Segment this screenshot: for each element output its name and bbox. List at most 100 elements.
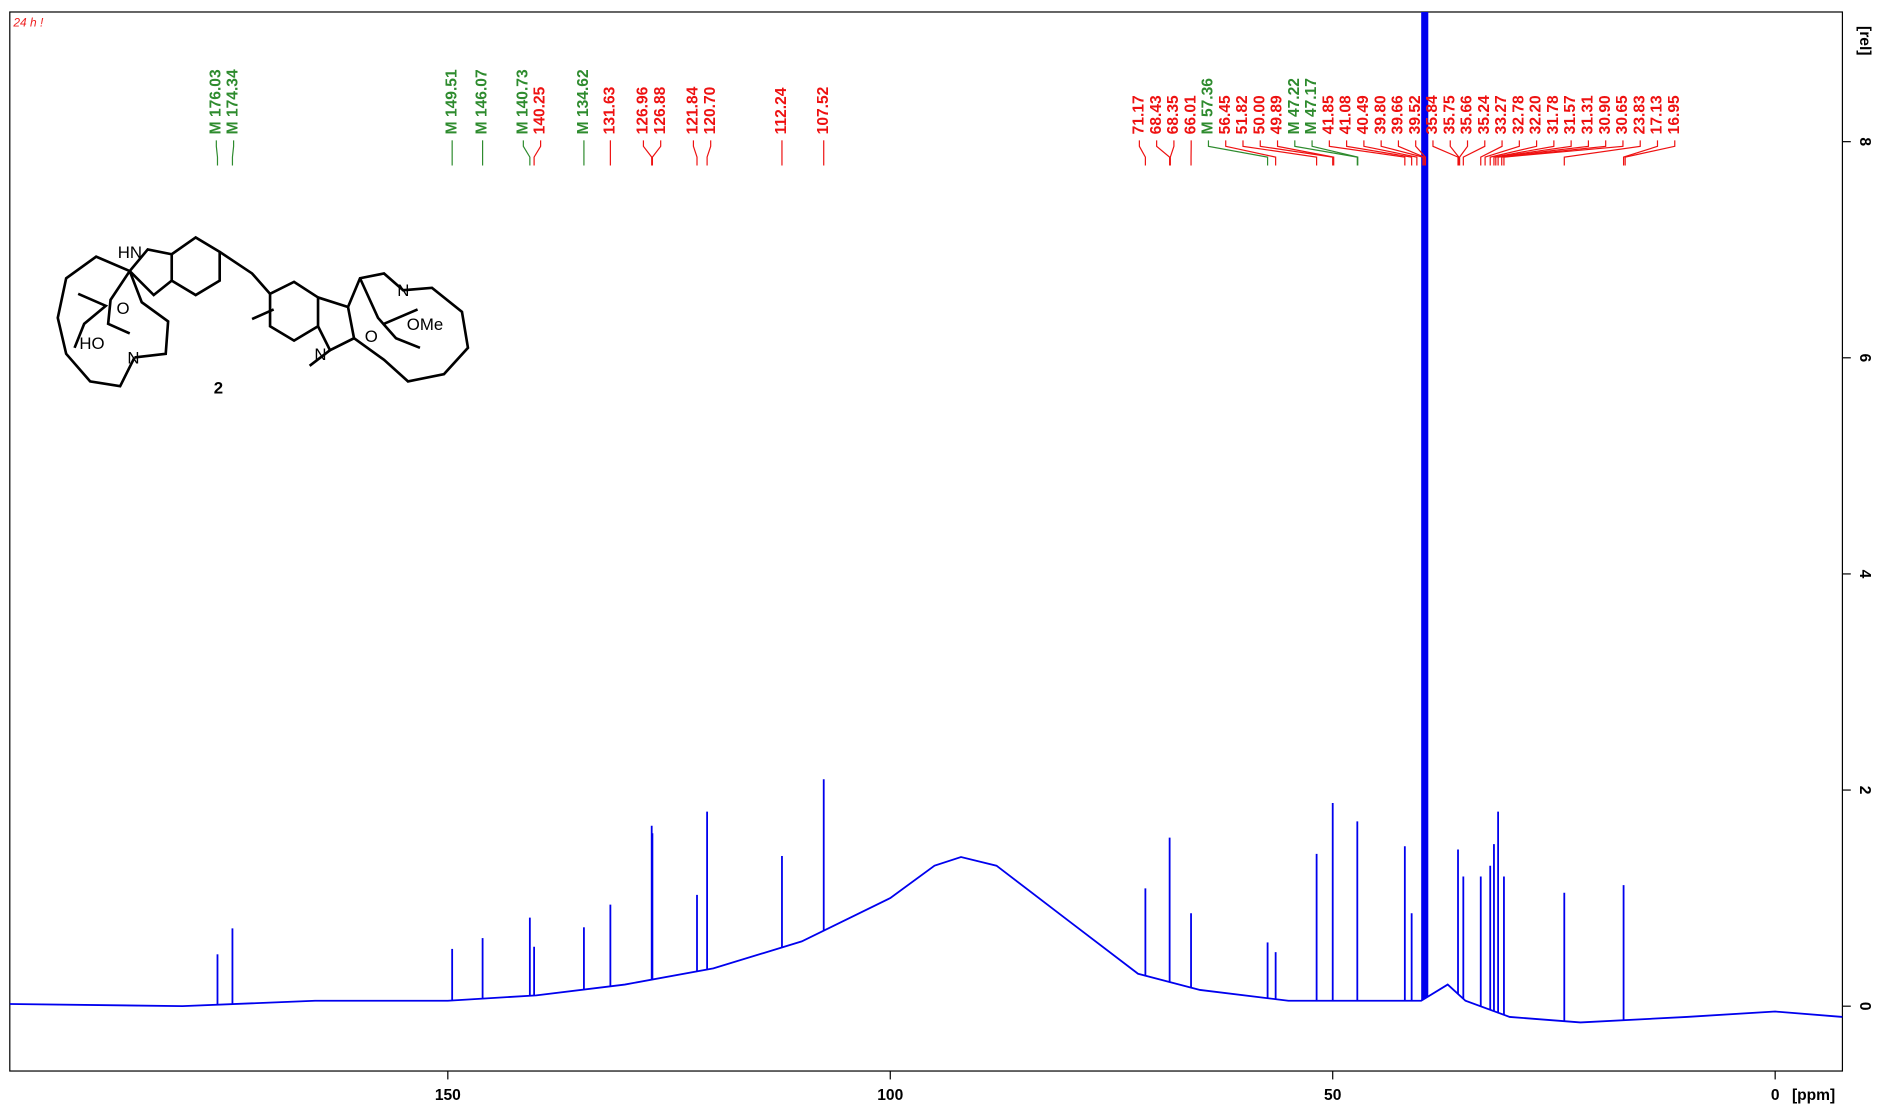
peak-label-connector	[1495, 140, 1572, 166]
peak-label-connector	[1484, 140, 1520, 166]
peak-label-connector	[1328, 140, 1406, 166]
y-tick-label: 0	[1856, 1002, 1873, 1011]
peak-label: 32.20	[1528, 95, 1545, 134]
peak-label-connector	[1276, 140, 1335, 166]
peak-label: 41.85	[1320, 95, 1337, 134]
peak-label: 126.96	[635, 86, 652, 134]
peak-label: 17.13	[1649, 95, 1666, 134]
peak-label: 112.24	[773, 87, 790, 134]
peak-label: M 47.22	[1286, 78, 1303, 135]
peak-label-connector	[533, 140, 542, 166]
peak-label-connector	[1501, 140, 1607, 166]
peak-label: 120.70	[702, 86, 719, 134]
y-tick-label: 8	[1856, 137, 1873, 146]
peak-label: 121.84	[685, 86, 702, 134]
peak-label: 33.27	[1493, 95, 1510, 134]
bond	[251, 308, 275, 321]
peak-label-connector	[1138, 140, 1146, 166]
peak-label-connector	[1397, 140, 1425, 166]
peak-label: 23.83	[1631, 95, 1648, 134]
peak-label: 68.35	[1165, 95, 1182, 134]
peak-label: 31.57	[1562, 95, 1579, 134]
atom-label: O	[365, 327, 378, 346]
y-axis-label: [rel]	[1856, 26, 1873, 55]
peak-label-connector	[706, 140, 712, 166]
peak-label: 66.01	[1182, 95, 1199, 134]
peak-label: M 140.73	[514, 69, 531, 134]
atom-label: N	[397, 281, 409, 300]
x-axis-label: [ppm]	[1792, 1087, 1835, 1104]
peak-label-connector	[1225, 140, 1277, 166]
peak-label-connector	[1415, 140, 1427, 166]
atom-label: HO	[79, 334, 104, 353]
peak-label: 39.52	[1407, 95, 1424, 134]
peak-label: 40.49	[1355, 95, 1372, 134]
peak-label-connector	[1156, 140, 1171, 166]
peak-label-connector	[1242, 140, 1318, 166]
peak-label: 31.78	[1545, 95, 1562, 134]
atom-label: N	[127, 348, 139, 367]
peak-label: M 176.03	[207, 69, 224, 134]
peak-label: 39.80	[1372, 95, 1389, 134]
peak-label: 35.66	[1459, 95, 1476, 134]
peak-label: 30.90	[1597, 95, 1614, 134]
bond	[106, 270, 131, 335]
spectrum	[9, 11, 1843, 1024]
y-tick-label: 2	[1856, 786, 1873, 795]
peak-label-connector	[1493, 140, 1555, 166]
peak-label: 107.52	[815, 86, 832, 134]
peak-label-connector	[215, 140, 219, 166]
peak-label: 126.88	[652, 86, 669, 134]
note: 24 h !	[12, 15, 44, 29]
bond	[128, 270, 170, 359]
peak-label: 131.63	[602, 86, 619, 134]
peak-label-connector	[1380, 140, 1424, 166]
bond	[73, 292, 109, 349]
peak-label: M 149.51	[443, 69, 460, 134]
peak-label-connector	[651, 140, 662, 166]
peak-label: 31.31	[1580, 95, 1597, 134]
peak-label-connector	[642, 140, 653, 166]
peak-label: 50.00	[1251, 95, 1268, 134]
peak-label: 71.17	[1130, 95, 1147, 134]
peak-label-connector	[1311, 140, 1359, 166]
peak-label: 49.89	[1269, 95, 1286, 134]
bond	[308, 349, 331, 367]
compound-number: 2	[214, 378, 223, 397]
atom-label: OMe	[407, 315, 443, 334]
bond	[358, 277, 421, 350]
x-tick-label: 0	[1771, 1087, 1780, 1104]
peak-label-connector	[1207, 140, 1269, 166]
peak-label-connector	[1449, 140, 1460, 166]
peak-label-connector	[1622, 140, 1659, 166]
peak-label: M 134.62	[575, 69, 592, 134]
peak-label-connector	[1497, 140, 1590, 166]
x-tick-label: 100	[877, 1087, 903, 1104]
peak-label: 39.66	[1390, 95, 1407, 134]
peak-label: M 174.34	[225, 69, 242, 134]
peak-label: M 47.17	[1303, 78, 1320, 134]
peak-label-connector	[1363, 140, 1418, 166]
peak-label: 16.95	[1666, 95, 1683, 134]
peak-label-connector	[1480, 140, 1503, 166]
peak-label-connector	[1462, 140, 1486, 166]
atom-label: O	[117, 299, 130, 318]
plot-frame	[9, 11, 1844, 1072]
peak-label-connector	[1169, 140, 1175, 166]
atom-label: N	[314, 345, 326, 364]
y-tick-label: 6	[1856, 353, 1873, 362]
peak-label-connector	[1563, 140, 1641, 166]
x-tick-label: 150	[435, 1087, 461, 1104]
baseline-trace	[9, 856, 1843, 1024]
x-tick-label: 50	[1324, 1087, 1342, 1104]
peak-label: M 146.07	[474, 69, 491, 134]
atom-label: HN	[118, 243, 142, 262]
peak-label-connector	[1503, 140, 1624, 166]
peak-label: M 57.36	[1200, 78, 1217, 135]
structure	[56, 235, 470, 388]
structure-labels: HN O HO N 2 N O OMe N	[79, 243, 443, 398]
peak-label: 30.65	[1614, 95, 1631, 134]
peak-label-connector	[1489, 140, 1538, 166]
